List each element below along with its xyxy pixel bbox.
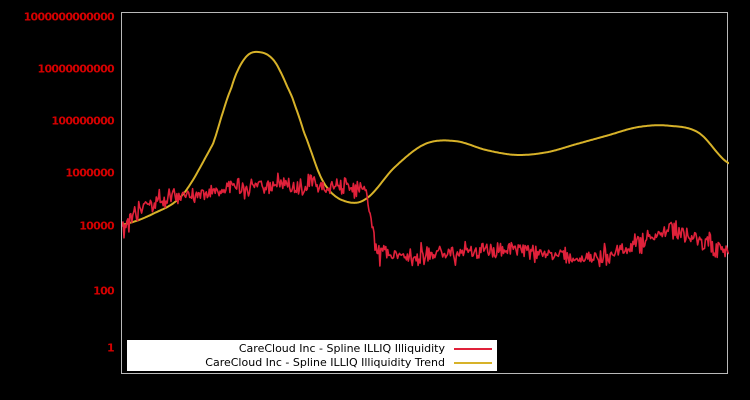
y-tick-label: 1000000 [65, 166, 114, 180]
y-tick-label: 100000000 [51, 114, 114, 128]
y-axis-tick-labels: 1000000000000 10000000000 100000000 1000… [0, 0, 118, 400]
legend-label-illiquidity-trend: CareCloud Inc - Spline ILLIQ Illiquidity… [205, 355, 445, 369]
legend-item-illiquidity-trend[interactable]: CareCloud Inc - Spline ILLIQ Illiquidity… [128, 356, 496, 370]
illiquidity-trend-line [122, 50, 729, 226]
y-tick-label: 1000000000000 [23, 10, 115, 24]
legend-label-illiquidity: CareCloud Inc - Spline ILLIQ Illiquidity [238, 341, 445, 355]
y-tick-label: 1 [107, 341, 115, 355]
plot-area [121, 12, 729, 374]
y-tick-label: 10000000000 [37, 62, 115, 76]
chart-canvas [122, 50, 729, 268]
illiquidity-line [122, 172, 729, 268]
legend-item-illiquidity[interactable]: CareCloud Inc - Spline ILLIQ Illiquidity [128, 342, 496, 356]
gold-line-swatch-icon [454, 361, 492, 364]
y-tick-label: 100 [93, 284, 115, 298]
y-tick-label: 10000 [79, 219, 114, 233]
chart-legend[interactable]: CareCloud Inc - Spline ILLIQ Illiquidity… [127, 340, 497, 371]
red-line-swatch-icon [454, 347, 492, 350]
